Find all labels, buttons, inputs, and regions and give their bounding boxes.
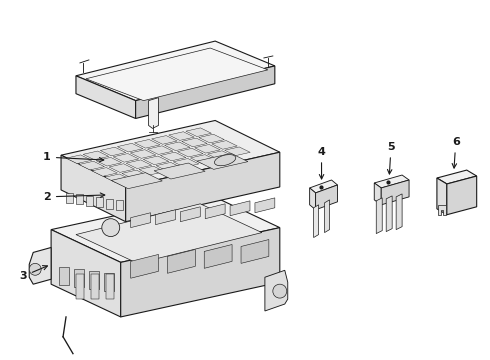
Polygon shape <box>121 228 280 317</box>
Polygon shape <box>191 155 216 163</box>
Polygon shape <box>100 147 126 156</box>
Polygon shape <box>195 144 220 153</box>
Polygon shape <box>79 161 104 170</box>
Polygon shape <box>76 41 275 100</box>
Polygon shape <box>106 199 113 209</box>
Polygon shape <box>66 193 73 203</box>
Polygon shape <box>376 198 382 234</box>
Polygon shape <box>92 168 118 176</box>
Polygon shape <box>96 197 103 207</box>
Polygon shape <box>208 151 233 159</box>
Circle shape <box>273 284 287 298</box>
Polygon shape <box>76 76 136 118</box>
Polygon shape <box>438 205 446 215</box>
Text: 6: 6 <box>452 137 460 168</box>
Polygon shape <box>61 121 280 187</box>
Polygon shape <box>437 170 477 184</box>
Text: 5: 5 <box>387 142 395 174</box>
Polygon shape <box>177 148 203 157</box>
Polygon shape <box>324 200 329 233</box>
Polygon shape <box>386 196 392 231</box>
Ellipse shape <box>215 154 236 166</box>
Polygon shape <box>61 155 125 222</box>
Polygon shape <box>169 132 195 140</box>
Polygon shape <box>310 180 338 193</box>
Polygon shape <box>447 176 477 215</box>
Polygon shape <box>83 151 109 160</box>
Polygon shape <box>96 157 122 166</box>
Text: 2: 2 <box>43 192 105 202</box>
Polygon shape <box>199 134 224 143</box>
Polygon shape <box>126 160 152 168</box>
Polygon shape <box>135 139 160 148</box>
Polygon shape <box>310 188 316 210</box>
Polygon shape <box>241 239 269 264</box>
Polygon shape <box>197 153 248 169</box>
Polygon shape <box>381 180 409 205</box>
Polygon shape <box>106 274 114 299</box>
Polygon shape <box>165 142 190 150</box>
Polygon shape <box>160 152 186 161</box>
Polygon shape <box>437 178 447 215</box>
Polygon shape <box>139 166 165 175</box>
Polygon shape <box>147 146 173 154</box>
Polygon shape <box>173 158 199 167</box>
Polygon shape <box>59 267 69 285</box>
Polygon shape <box>76 274 84 299</box>
Polygon shape <box>105 174 130 183</box>
Circle shape <box>102 219 120 237</box>
Polygon shape <box>186 128 212 136</box>
Polygon shape <box>148 98 158 129</box>
Circle shape <box>29 264 41 275</box>
Text: 4: 4 <box>318 147 325 179</box>
Polygon shape <box>74 269 84 287</box>
Polygon shape <box>316 185 338 210</box>
Polygon shape <box>143 156 169 165</box>
Polygon shape <box>212 140 237 149</box>
Polygon shape <box>86 48 268 100</box>
Polygon shape <box>111 173 162 189</box>
Polygon shape <box>76 194 83 204</box>
Polygon shape <box>51 195 280 262</box>
Polygon shape <box>131 213 150 228</box>
Polygon shape <box>109 164 135 172</box>
Polygon shape <box>374 175 409 188</box>
Polygon shape <box>118 143 143 152</box>
Polygon shape <box>86 196 93 206</box>
Polygon shape <box>265 270 288 311</box>
Polygon shape <box>125 152 280 222</box>
Polygon shape <box>89 271 99 289</box>
Polygon shape <box>180 207 200 222</box>
Polygon shape <box>104 273 114 291</box>
Polygon shape <box>182 138 207 147</box>
Text: 1: 1 <box>43 152 104 162</box>
Polygon shape <box>131 255 158 278</box>
Polygon shape <box>374 183 381 205</box>
Polygon shape <box>113 153 139 162</box>
Polygon shape <box>225 147 250 156</box>
Polygon shape <box>230 201 250 216</box>
Polygon shape <box>66 155 92 163</box>
Polygon shape <box>116 201 122 210</box>
Polygon shape <box>156 162 182 171</box>
Polygon shape <box>29 247 51 284</box>
Polygon shape <box>154 163 205 179</box>
Polygon shape <box>130 150 156 158</box>
Polygon shape <box>155 210 175 225</box>
Polygon shape <box>314 205 318 238</box>
Polygon shape <box>168 249 196 273</box>
Polygon shape <box>136 66 275 118</box>
Polygon shape <box>204 244 232 268</box>
Polygon shape <box>91 274 99 299</box>
Polygon shape <box>396 194 402 230</box>
Polygon shape <box>122 170 147 179</box>
Polygon shape <box>76 204 262 264</box>
Polygon shape <box>151 136 177 144</box>
Polygon shape <box>255 198 275 213</box>
Text: 3: 3 <box>19 266 48 281</box>
Polygon shape <box>51 230 121 317</box>
Polygon shape <box>205 204 225 219</box>
